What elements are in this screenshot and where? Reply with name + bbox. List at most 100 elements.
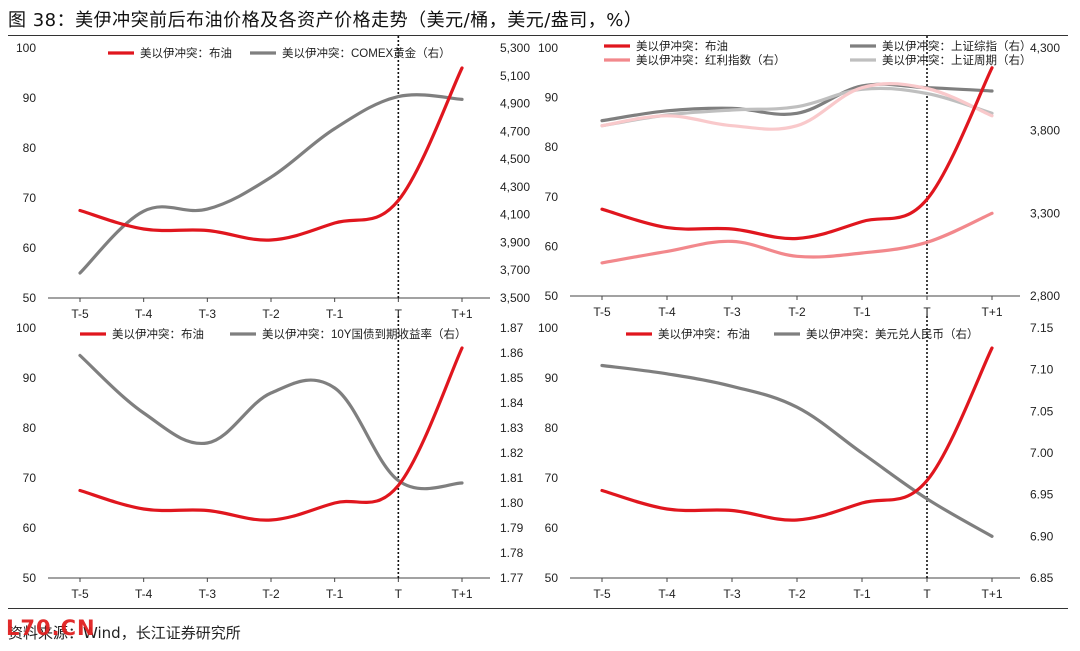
x-tick-label: T-4 [135,587,153,601]
x-tick-label: T-5 [593,305,611,319]
right-tick-label: 1.84 [500,396,524,410]
left-tick-label: 90 [23,371,37,385]
right-tick-label: 3,900 [500,235,530,249]
right-tick-label: 1.78 [500,546,524,560]
left-tick-label: 60 [23,241,37,255]
x-tick-label: T [395,307,403,321]
x-tick-label: T-5 [71,307,89,321]
x-tick-label: T+1 [451,587,472,601]
figure-title: 图 38：美伊冲突前后布油价格及各资产价格走势（美元/桶，美元/盎司，%） [8,10,643,31]
legend-label: 美以伊冲突：美元兑人民币（右） [806,327,979,341]
x-tick-label: T [923,587,931,601]
top-rule [8,35,1068,36]
right-tick-label: 1.81 [500,471,524,485]
right-tick-label: 4,700 [500,124,530,138]
left-tick-label: 100 [538,41,558,55]
left-tick-label: 50 [23,571,37,585]
left-tick-label: 90 [545,371,559,385]
legend-label: 美以伊冲突：布油 [658,327,750,341]
x-tick-label: T-2 [262,587,280,601]
legend-label: 美以伊冲突：红利指数（右） [636,53,786,67]
x-tick-label: T-5 [593,587,611,601]
right-tick-label: 6.85 [1030,571,1054,585]
left-tick-label: 80 [545,140,559,154]
left-tick-label: 50 [23,291,37,305]
right-tick-label: 1.86 [500,346,524,360]
x-tick-label: T [923,305,931,319]
x-tick-label: T-3 [723,305,741,319]
left-tick-label: 100 [538,321,558,335]
right-tick-label: 1.87 [500,321,524,335]
series-line-1-3 [600,86,994,128]
legend-label: 美以伊冲突：上证周期（右） [882,53,1032,67]
left-tick-label: 80 [23,141,37,155]
x-tick-label: T-1 [853,587,871,601]
right-tick-label: 4,900 [500,97,530,111]
series-line-2-1 [78,353,464,491]
right-tick-label: 4,500 [500,152,530,166]
left-tick-label: 60 [545,239,559,253]
right-tick-label: 1.85 [500,371,524,385]
right-tick-label: 7.05 [1030,404,1054,418]
legend-label: 美以伊冲突：10Y国债到期收益率（右） [262,327,466,341]
left-tick-label: 70 [545,471,559,485]
x-tick-label: T-4 [135,307,153,321]
right-tick-label: 4,100 [500,208,530,222]
x-tick-label: T-3 [199,307,217,321]
legend-label: 美以伊冲突：COMEX黄金（右） [282,46,451,60]
watermark-logo: L70.CN [6,616,96,640]
legend-label: 美以伊冲突：布油 [112,327,204,341]
series-line-3-1 [600,363,994,538]
right-tick-label: 7.15 [1030,321,1054,335]
right-tick-label: 5,300 [500,41,530,55]
right-tick-label: 1.82 [500,446,524,460]
x-tick-label: T-2 [788,305,806,319]
right-tick-label: 4,300 [500,180,530,194]
right-tick-label: 2,800 [1030,289,1060,303]
right-tick-label: 1.83 [500,421,524,435]
x-tick-label: T-4 [658,587,676,601]
right-tick-label: 3,300 [1030,206,1060,220]
left-tick-label: 50 [545,289,559,303]
x-tick-label: T-5 [71,587,89,601]
right-tick-label: 3,700 [500,263,530,277]
series-line-0-1 [78,93,464,275]
x-tick-label: T-2 [262,307,280,321]
x-tick-label: T-3 [723,587,741,601]
left-tick-label: 90 [23,91,37,105]
right-tick-label: 1.80 [500,496,524,510]
left-tick-label: 80 [545,421,559,435]
left-tick-label: 50 [545,571,559,585]
legend-label: 美以伊冲突：上证综指（右） [882,39,1032,53]
x-tick-label: T [395,587,403,601]
legend-label: 美以伊冲突：布油 [140,46,232,60]
right-tick-label: 4,300 [1030,41,1060,55]
x-tick-label: T-1 [326,307,344,321]
x-tick-label: T+1 [981,305,1002,319]
x-tick-label: T-1 [853,305,871,319]
x-tick-label: T-2 [788,587,806,601]
right-tick-label: 6.90 [1030,529,1054,543]
right-tick-label: 3,800 [1030,124,1060,138]
legend-label: 美以伊冲突：布油 [636,39,728,53]
right-tick-label: 7.10 [1030,363,1054,377]
left-tick-label: 60 [23,521,37,535]
series-line-2-0 [78,346,464,522]
left-tick-label: 70 [545,190,559,204]
left-tick-label: 80 [23,421,37,435]
right-tick-label: 1.79 [500,521,524,535]
right-tick-label: 3,500 [500,291,530,305]
right-tick-label: 5,100 [500,69,530,83]
left-tick-label: 90 [545,91,559,105]
left-tick-label: 100 [16,321,36,335]
left-tick-label: 60 [545,521,559,535]
x-tick-label: T-4 [658,305,676,319]
x-tick-label: T-1 [326,587,344,601]
source-note: 资料来源：Wind，长江证券研究所 [8,624,241,642]
right-tick-label: 6.95 [1030,488,1054,502]
left-tick-label: 70 [23,191,37,205]
x-tick-label: T+1 [981,587,1002,601]
left-tick-label: 70 [23,471,37,485]
bottom-rule [8,608,1068,609]
